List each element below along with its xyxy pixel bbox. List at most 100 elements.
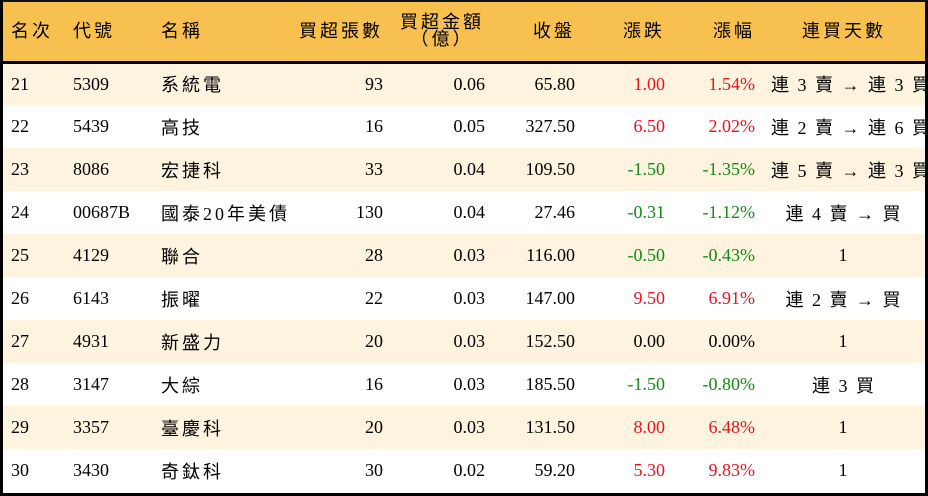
- cell-name[interactable]: 宏捷科: [161, 160, 224, 181]
- cell-consecutive-days: 連 2 賣 → 連 6 買: [771, 117, 928, 138]
- cell-net-buy-lots: 93: [365, 73, 383, 94]
- cell-consecutive-days: 連 3 賣 → 連 3 買: [771, 75, 928, 96]
- cell-net-buy-lots: 20: [365, 331, 383, 351]
- cell-net-buy-amount: 0.03: [453, 417, 486, 437]
- cell-net-buy-amount: 0.06: [453, 73, 486, 94]
- cell-change-pct: -1.35%: [702, 159, 756, 179]
- table-row[interactable]: 29 3357 臺慶科 20 0.03 131.50 8.00 6.48% 1: [3, 406, 925, 449]
- cell-close: 131.50: [525, 417, 576, 437]
- cell-rank: 28: [11, 374, 29, 394]
- table-row[interactable]: 23 8086 宏捷科 33 0.04 109.50 -1.50 -1.35% …: [3, 148, 928, 191]
- cell-close: 65.80: [534, 73, 576, 94]
- cell-change: 9.50: [633, 288, 666, 308]
- cell-name[interactable]: 國泰20年美債: [161, 203, 290, 224]
- table-row[interactable]: 22 5439 高技 16 0.05 327.50 6.50 2.02% 連 2…: [3, 105, 928, 148]
- cell-rank: 22: [11, 116, 29, 136]
- cell-change-pct: 6.48%: [708, 417, 756, 437]
- cell-change: -1.50: [627, 374, 666, 394]
- header-net-buy-amount-line1: 買超金額: [400, 12, 484, 33]
- cell-rank: 24: [11, 202, 29, 222]
- table-row[interactable]: 25 4129 聯合 28 0.03 116.00 -0.50 -0.43% 1: [3, 234, 925, 277]
- cell-name[interactable]: 臺慶科: [161, 418, 224, 439]
- cell-name[interactable]: 振曜: [161, 289, 203, 310]
- cell-change: 5.30: [633, 460, 666, 480]
- cell-close: 327.50: [525, 116, 576, 136]
- cell-close: 152.50: [525, 331, 576, 351]
- cell-code[interactable]: 5439: [73, 116, 109, 136]
- cell-rank: 25: [11, 245, 29, 265]
- cell-net-buy-lots: 30: [365, 460, 383, 480]
- cell-net-buy-lots: 33: [365, 159, 383, 179]
- cell-consecutive-days: 連 4 賣 → 買: [785, 203, 903, 224]
- cell-net-buy-amount: 0.05: [453, 116, 486, 136]
- cell-name[interactable]: 奇鈦科: [161, 461, 224, 482]
- header-change-pct[interactable]: 漲幅: [673, 2, 763, 64]
- cell-net-buy-lots: 130: [356, 202, 383, 222]
- cell-close: 185.50: [525, 374, 576, 394]
- header-change[interactable]: 漲跌: [583, 2, 673, 64]
- cell-change-pct: -0.80%: [702, 374, 756, 394]
- cell-consecutive-days: 1: [838, 331, 850, 351]
- header-net-buy-lots[interactable]: 買超張數: [289, 2, 391, 64]
- cell-code[interactable]: 6143: [73, 288, 109, 308]
- cell-code[interactable]: 3357: [73, 417, 109, 437]
- table-row[interactable]: 28 3147 大綜 16 0.03 185.50 -1.50 -0.80% 連…: [3, 363, 925, 406]
- cell-close: 109.50: [525, 159, 576, 179]
- cell-change-pct: 6.91%: [708, 288, 756, 308]
- cell-net-buy-lots: 16: [365, 374, 383, 394]
- cell-consecutive-days: 1: [838, 245, 850, 265]
- cell-net-buy-amount: 0.02: [453, 460, 486, 480]
- cell-net-buy-amount: 0.03: [453, 288, 486, 308]
- cell-name[interactable]: 聯合: [161, 246, 203, 267]
- cell-name[interactable]: 高技: [161, 117, 203, 138]
- cell-net-buy-lots: 22: [365, 288, 383, 308]
- table-row[interactable]: 27 4931 新盛力 20 0.03 152.50 0.00 0.00% 1: [3, 320, 925, 363]
- cell-name[interactable]: 系統電: [161, 75, 224, 96]
- cell-close: 59.20: [534, 460, 576, 480]
- cell-rank: 21: [11, 73, 29, 94]
- table-row[interactable]: 21 5309 系統電 93 0.06 65.80 1.00 1.54% 連 3…: [3, 62, 928, 105]
- cell-name[interactable]: 大綜: [161, 375, 203, 396]
- cell-rank: 26: [11, 288, 29, 308]
- cell-name[interactable]: 新盛力: [161, 332, 224, 353]
- cell-code[interactable]: 4129: [73, 245, 109, 265]
- header-net-buy-amount-line2: （億）: [410, 29, 474, 50]
- cell-net-buy-amount: 0.03: [453, 374, 486, 394]
- cell-change: 6.50: [633, 116, 666, 136]
- cell-change: 1.00: [633, 73, 666, 94]
- cell-change-pct: -0.43%: [702, 245, 756, 265]
- cell-consecutive-days: 1: [838, 460, 850, 480]
- cell-net-buy-lots: 28: [365, 245, 383, 265]
- header-code[interactable]: 代號: [65, 2, 149, 64]
- header-net-buy-amount[interactable]: 買超金額 （億）: [391, 2, 493, 64]
- cell-net-buy-amount: 0.04: [453, 159, 486, 179]
- cell-change-pct: 1.54%: [708, 73, 756, 94]
- cell-rank: 29: [11, 417, 29, 437]
- cell-code[interactable]: 5309: [73, 73, 109, 94]
- cell-code[interactable]: 4931: [73, 331, 109, 351]
- cell-code[interactable]: 3147: [73, 374, 109, 394]
- cell-code[interactable]: 00687B: [73, 202, 131, 222]
- table-body: 21 5309 系統電 93 0.06 65.80 1.00 1.54% 連 3…: [3, 62, 928, 492]
- cell-code[interactable]: 8086: [73, 159, 109, 179]
- cell-net-buy-lots: 16: [365, 116, 383, 136]
- header-consecutive-days[interactable]: 連買天數: [763, 2, 925, 64]
- header-name[interactable]: 名稱: [149, 2, 289, 64]
- cell-change-pct: 9.83%: [708, 460, 756, 480]
- header-close[interactable]: 收盤: [493, 2, 583, 64]
- table-row[interactable]: 30 3430 奇鈦科 30 0.02 59.20 5.30 9.83% 1: [3, 449, 925, 492]
- cell-change: -1.50: [627, 159, 666, 179]
- table-row[interactable]: 24 00687B 國泰20年美債 130 0.04 27.46 -0.31 -…: [3, 191, 925, 234]
- cell-change-pct: 2.02%: [708, 116, 756, 136]
- cell-close: 27.46: [534, 202, 576, 222]
- net-buy-ranking-table: 名次 代號 名稱 買超張數 買超金額 （億） 收盤 漲跌 漲幅 連買天數 21 …: [3, 2, 928, 492]
- cell-code[interactable]: 3430: [73, 460, 109, 480]
- header-rank[interactable]: 名次: [3, 2, 65, 64]
- cell-change: 0.00: [633, 331, 666, 351]
- cell-change-pct: 0.00%: [708, 331, 756, 351]
- table-row[interactable]: 26 6143 振曜 22 0.03 147.00 9.50 6.91% 連 2…: [3, 277, 925, 320]
- cell-change: -0.50: [627, 245, 666, 265]
- cell-net-buy-amount: 0.03: [453, 331, 486, 351]
- table-header-row: 名次 代號 名稱 買超張數 買超金額 （億） 收盤 漲跌 漲幅 連買天數: [3, 2, 925, 64]
